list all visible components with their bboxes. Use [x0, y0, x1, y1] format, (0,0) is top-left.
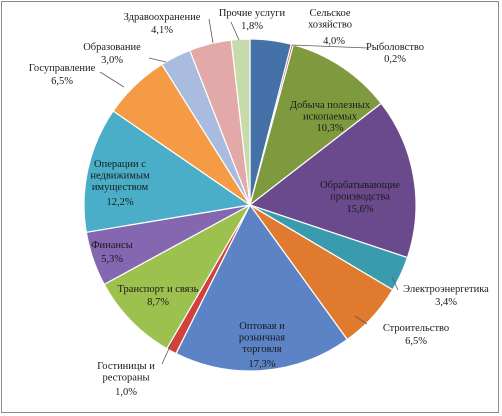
slice-label: Госуправление [29, 63, 96, 74]
leader-line [230, 21, 240, 41]
slice-percent-label: 1,0% [115, 387, 137, 398]
slice-label: Электроэнергетика [403, 284, 489, 295]
pie-slice [248, 44, 383, 207]
slice-label: Добыча полезных [290, 100, 371, 111]
slice-label: Здравоохранение [124, 12, 201, 23]
leader-line [391, 276, 399, 291]
slice-label: Гостиницы и [97, 361, 155, 372]
slice-label: хозяйство [308, 20, 352, 31]
slice-percent-label: 3,4% [435, 297, 457, 308]
slice-percent-label: 12,2% [106, 197, 133, 208]
leader-line [354, 315, 368, 325]
leader-line [161, 341, 173, 365]
slice-percent-label: 10,3% [316, 123, 343, 134]
slice-percent-label: 5,3% [101, 254, 123, 265]
slice-label: ископаемых [303, 112, 358, 123]
slice-label: Операции с [94, 159, 146, 170]
pie-slice [248, 102, 417, 259]
slice-percent-label: 4,0% [323, 36, 345, 47]
leader-line [208, 18, 214, 44]
slice-label: имуществом [92, 182, 149, 193]
slice-percent-label: 8,7% [147, 297, 169, 308]
slice-percent-label: 3,0% [101, 55, 123, 66]
pie-slice [103, 203, 252, 350]
slice-label: Прочие услуги [219, 8, 286, 19]
leader-line [291, 44, 369, 49]
slice-label: производства [330, 192, 390, 203]
leader-line [99, 71, 125, 88]
slice-percent-label: 0,2% [384, 54, 406, 65]
pie-slice [230, 38, 251, 206]
pie-slice [83, 110, 252, 233]
slice-percent-label: 15,6% [346, 204, 373, 215]
slice-percent-label: 17,3% [248, 359, 275, 370]
slice-label: недвижимым [90, 171, 150, 182]
slice-label: Транспорт и связь [118, 284, 199, 295]
pie-slice [175, 203, 349, 372]
slice-label: рестораны [102, 373, 149, 384]
slice-label: Образование [83, 42, 141, 53]
slice-label: торговля [242, 344, 281, 355]
slice-label: Рыболовство [366, 42, 424, 53]
slice-label: Обрабатывающие [320, 180, 400, 191]
slice-label: Сельское [309, 8, 350, 19]
slice-label: розничная [239, 333, 285, 344]
slice-label: Строительство [383, 323, 449, 334]
slice-percent-label: 1,8% [241, 21, 263, 32]
slice-percent-label: 6,5% [51, 76, 73, 87]
slice-percent-label: 6,5% [405, 336, 427, 347]
slice-percent-label: 4,1% [151, 25, 173, 36]
leader-line [148, 57, 167, 63]
slice-label: Финансы [91, 240, 133, 251]
slice-label: Оптовая и [239, 321, 285, 332]
